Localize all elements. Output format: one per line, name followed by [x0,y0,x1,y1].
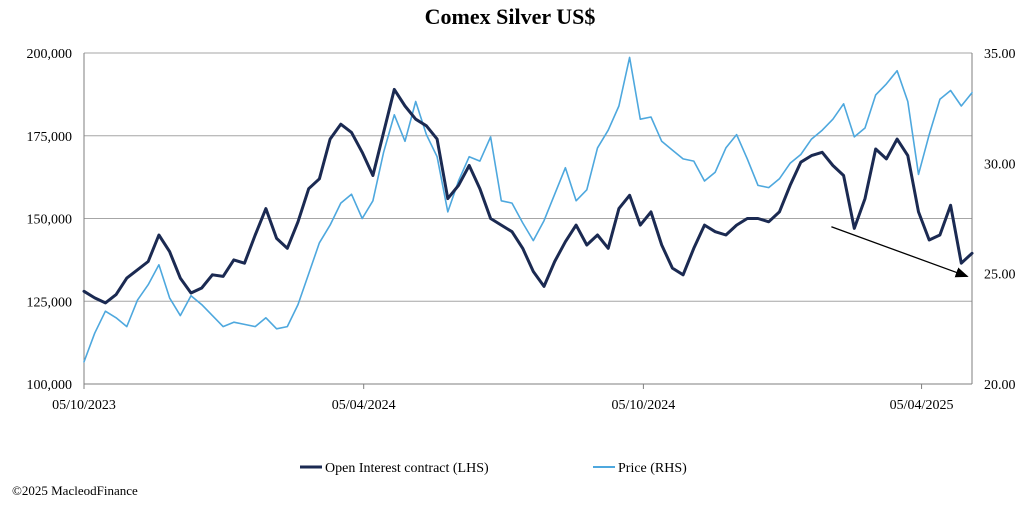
legend-open-interest-label: Open Interest contract (LHS) [325,461,489,476]
copyright-text: ©2025 MacleodFinance [12,483,138,498]
series-open-interest-line [84,89,972,303]
y-left-tick-label: 125,000 [27,295,73,310]
y-left-tick-label: 200,000 [27,47,73,62]
x-tick-label: 05/04/2025 [890,398,954,413]
y-right-tick-label: 30.00 [984,157,1016,172]
series-group [84,57,972,362]
y-right-tick-label: 20.00 [984,378,1016,393]
grid-lines [84,53,972,301]
x-axis: 05/10/2023 05/04/2024 05/10/2024 05/04/2025 [52,384,953,413]
chart-title: Comex Silver US$ [425,4,596,29]
legend: Open Interest contract (LHS) Price (RHS) [300,461,687,476]
y-axis-right: 20.00 25.00 30.00 35.00 [984,47,1016,393]
trend-arrow [831,227,967,277]
y-axis-left: 100,000 125,000 150,000 175,000 200,000 [27,47,73,393]
y-right-tick-label: 25.00 [984,268,1016,283]
x-tick-label: 05/10/2023 [52,398,116,413]
y-right-tick-label: 35.00 [984,47,1016,62]
x-tick-label: 05/04/2024 [332,398,396,413]
series-price-line [84,57,972,362]
legend-price-label: Price (RHS) [618,461,687,476]
x-tick-label: 05/10/2024 [612,398,676,413]
y-left-tick-label: 175,000 [27,130,73,145]
y-left-tick-label: 150,000 [27,213,73,228]
y-left-tick-label: 100,000 [27,378,73,393]
trend-annotation [831,227,967,277]
